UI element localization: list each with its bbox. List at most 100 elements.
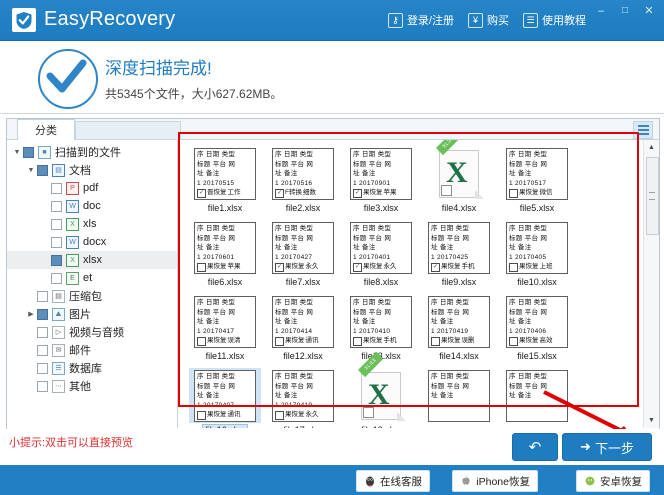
file-thumbnail: 序 日期 类型 标题 平台 网址 备注 1 20170417 果恢复 误清 [189,294,261,349]
footer-bar: 在线客服 iPhone恢复 安卓恢复 [0,465,664,495]
nav-tutorial[interactable]: ☰ 使用教程 [523,12,586,28]
file-cell[interactable]: 序 日期 类型 标题 平台 网址 备注 1 20170405 果恢复 上班 file10… [500,220,574,288]
file-thumbnail: 序 日期 类型 标题 平台 网址 备注 [423,368,495,423]
row-checkbox[interactable] [509,262,518,272]
scrollbar-thumb[interactable] [646,157,659,235]
tree-checkbox[interactable] [37,308,48,320]
sheet-header-2: 标题 平台 网 [275,382,314,390]
iphone-recovery-button[interactable]: iPhone恢复 [452,470,538,492]
file-cell[interactable]: 序 日期 类型 标题 平台 网址 备注 1 20170516 ✓ F转换 细数 file2… [266,146,340,214]
row-checkbox[interactable] [197,262,206,272]
row-checkbox[interactable]: ✓ [353,188,362,198]
file-cell[interactable]: 序 日期 类型 标题 平台 网址 备注 1 20170425 ✓ 果恢复 手机 file9… [422,220,496,288]
tab-category[interactable]: 分类 [17,119,75,140]
tree-checkbox[interactable] [51,182,62,194]
sheet-header-1: 序 日期 类型 [353,225,392,232]
row-checkbox[interactable]: ✓ [353,262,362,272]
tree-item-数据库[interactable]: ☰ 数据库 [7,359,177,377]
tree-checkbox[interactable] [37,326,48,338]
tree-item-其他[interactable]: ⋯ 其他 [7,377,177,395]
back-button[interactable]: ↶ [512,433,558,461]
file-cell[interactable]: 序 日期 类型 标题 平台 网址 备注 1 20170427 ✓ 果恢复 永久 file7… [266,220,340,288]
tree-item-邮件[interactable]: ✉ 邮件 [7,341,177,359]
row-checkbox[interactable] [275,336,284,346]
vertical-scrollbar[interactable]: ▲ ▼ [643,140,659,428]
twisty-icon[interactable]: ▼ [13,148,21,156]
row-checkbox[interactable] [197,336,206,346]
tree-checkbox[interactable] [51,272,62,284]
row-checkbox[interactable] [509,188,518,198]
online-support-button[interactable]: 在线客服 [356,470,430,492]
file-checkbox[interactable] [363,407,374,418]
row-checkbox[interactable]: ✓ [275,188,284,198]
row-checkbox[interactable]: ✓ [431,262,440,272]
tree-checkbox[interactable] [37,344,48,356]
file-cell[interactable]: 序 日期 类型 标题 平台 网址 备注 1 20170419 果恢复 误删 file14… [422,294,496,362]
scroll-up-icon[interactable]: ▲ [644,140,659,155]
file-cell[interactable]: 序 日期 类型 标题 平台 网址 备注 1 20170517 果恢复 微信 file5.… [500,146,574,214]
file-cell[interactable]: 序 日期 类型 标题 平台 网址 备注 [500,368,574,428]
row-checkbox[interactable]: ✓ [197,188,206,198]
file-cell[interactable]: 序 日期 类型 标题 平台 网址 备注 1 20170406 果恢复 高效 file15… [500,294,574,362]
android-recovery-button[interactable]: 安卓恢复 [576,470,650,492]
maximize-button[interactable]: □ [621,5,629,16]
row-checkbox[interactable]: ✓ [275,262,284,272]
tree-checkbox[interactable] [23,146,34,158]
tree-checkbox[interactable] [51,254,62,266]
tree-item-压缩包[interactable]: ▤ 压缩包 [7,287,177,305]
scroll-down-icon[interactable]: ▼ [644,413,659,428]
close-button[interactable]: ✕ [644,5,654,17]
sheet-row-tags: 果恢复 手机 [353,336,409,346]
tree-item-扫描到的文件[interactable]: ▼ ■ 扫描到的文件 [7,143,177,161]
file-cell[interactable]: X XLSX file4.xlsx [422,140,496,214]
twisty-icon[interactable]: ▶ [28,311,34,318]
sheet-header-2: 标题 平台 网 [353,234,392,242]
tree-checkbox[interactable] [37,380,48,392]
nav-login-register[interactable]: ⚷ 登录/注册 [387,12,454,28]
file-cell[interactable]: 序 日期 类型 标题 平台 网址 备注 1 20170601 果恢复 苹果 file6.… [188,220,262,288]
scan-summary: 共5345个文件，大小627.62MB。 [105,87,283,101]
nav-purchase[interactable]: ¥ 购买 [468,12,509,28]
tree-item-文档[interactable]: ▼ ▤ 文档 [7,161,177,179]
file-cell[interactable]: 序 日期 类型 标题 平台 网址 备注 1 20170414 果恢复 通讯 file12… [266,294,340,362]
tree-checkbox[interactable] [51,236,62,248]
file-cell[interactable]: 序 日期 类型 标题 平台 网址 备注 1 20170515 ✓ 晋恢复 工作 file1… [188,146,262,214]
row-checkbox[interactable] [353,336,362,346]
tree-checkbox[interactable] [37,290,48,302]
file-name-label: file7.xlsx [285,277,321,287]
file-cell[interactable]: 序 日期 类型 标题 平台 网址 备注 1 20170901 ✓ 果恢复 苹果 file3… [344,146,418,214]
tree-checkbox[interactable] [51,200,62,212]
tree-checkbox[interactable] [51,218,62,230]
tree-item-视频与音频[interactable]: ▷ 视频与音频 [7,323,177,341]
sheet-header-3: 址 备注 [353,244,376,252]
row-checkbox[interactable] [509,336,518,346]
row-checkbox[interactable] [197,410,206,420]
tree-checkbox[interactable] [37,164,48,176]
row-checkbox[interactable] [431,336,440,346]
minimize-button[interactable]: – [597,4,605,17]
file-checkbox[interactable] [441,185,452,196]
row-tag-2: 微信 [539,189,553,197]
next-step-button[interactable]: ➜ 下一步 [562,433,652,461]
file-cell[interactable]: 序 日期 类型 标题 平台 网址 备注 1 20170417 果恢复 误清 file11… [188,294,262,362]
tree-checkbox[interactable] [37,362,48,374]
row-checkbox[interactable] [275,410,284,420]
twisty-icon[interactable]: ▼ [27,166,35,174]
sheet-row-data: 1 20170405 [509,253,547,261]
file-cell[interactable]: 序 日期 类型 标题 平台 网址 备注 1 20170401 ✓ 果恢复 永久 file8… [344,220,418,288]
tree-item-图片[interactable]: ▶ ⛰ 图片 [7,305,177,323]
hamburger-menu-icon[interactable] [633,121,653,139]
tab-filter-field[interactable] [75,121,181,140]
file-cell[interactable]: 序 日期 类型 标题 平台 网址 备注 [422,368,496,428]
